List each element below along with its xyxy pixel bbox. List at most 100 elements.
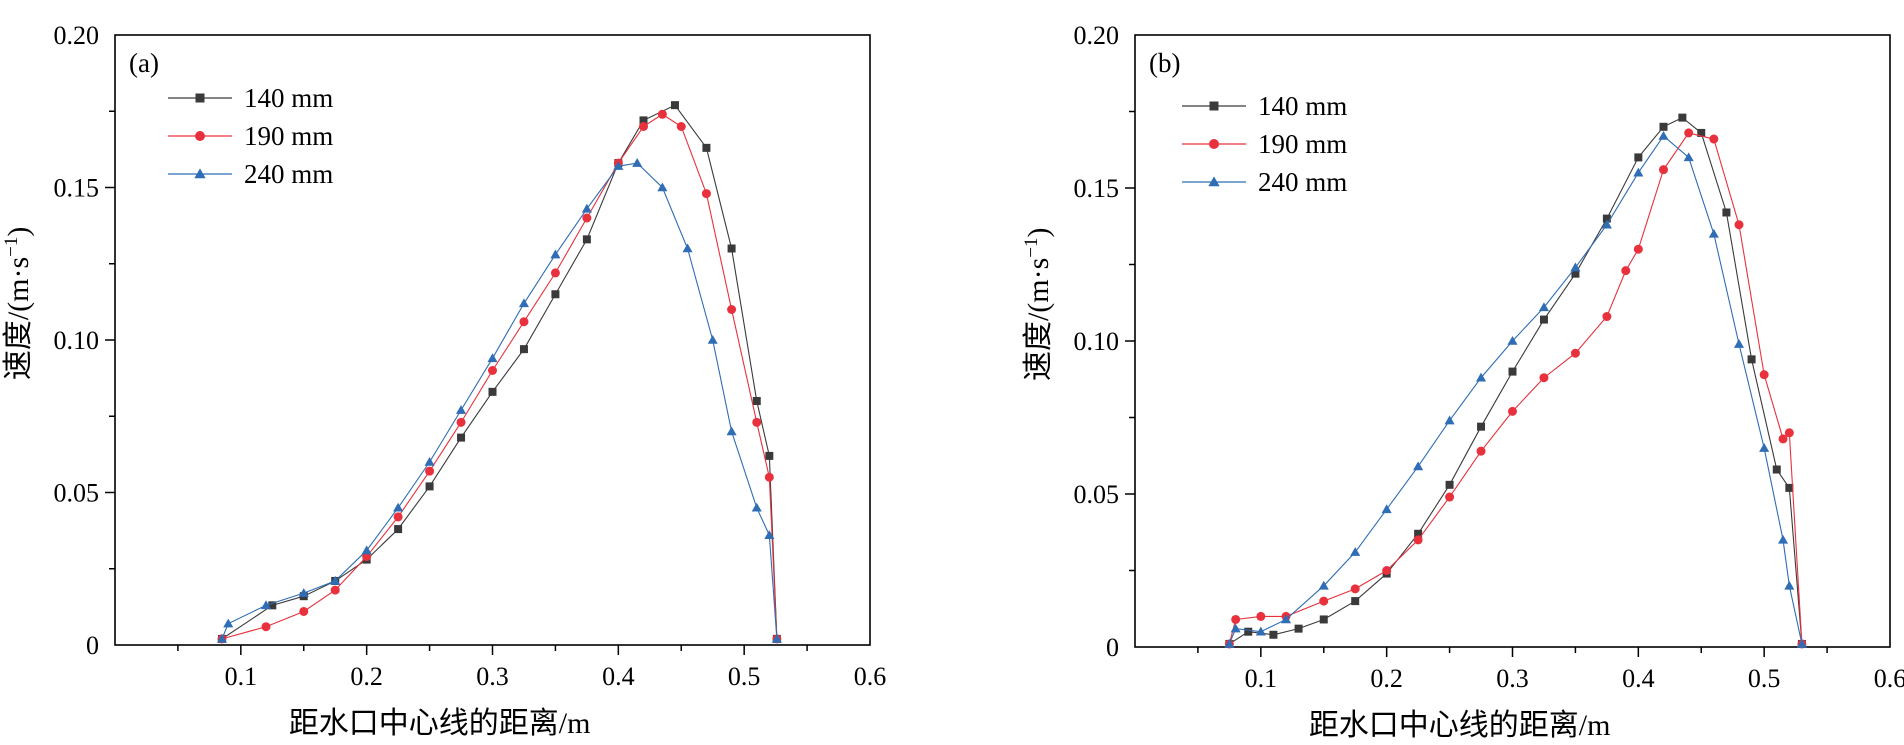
data-point [1413,535,1423,545]
series-190-mm [217,109,782,644]
panel-a: 0.1 0.2 0.3 0.4 0.5 0.6 0 0.05 0.10 0.15 0.20 距水口中心… [1,21,886,740]
data-point [1351,597,1360,606]
legend-marker [1208,176,1220,187]
data-point [1382,566,1392,575]
data-point [456,417,466,427]
data-point [726,426,737,436]
series-line [221,104,778,640]
data-point [223,618,234,628]
data-point [1709,134,1719,144]
y-tick-label: 0 [1106,633,1119,662]
y-tick-label: 0.15 [1074,174,1120,203]
panel-label: (b) [1149,48,1180,78]
data-point [1280,614,1292,624]
data-point [1476,446,1486,456]
data-point [1381,504,1392,514]
data-point [1759,443,1770,452]
data-point [1778,534,1789,544]
data-point [1772,465,1781,474]
data-point [701,189,711,199]
legend-marker [195,93,205,103]
data-point [670,101,679,110]
data-point [1350,547,1361,556]
x-tick-label: 0.1 [225,662,258,691]
legend-label: 140 mm [1258,91,1347,121]
data-point [765,451,774,460]
data-point [1571,269,1580,278]
data-point [1269,630,1278,639]
x-tick-label: 0.2 [350,662,383,691]
data-point [330,575,341,585]
data-point [299,606,309,616]
data-point [550,268,560,278]
data-point [1602,312,1612,322]
data-point [1230,623,1241,633]
data-point [1785,483,1794,492]
data-point [425,482,434,491]
data-point [456,405,467,414]
data-point [550,249,561,259]
data-point [657,182,668,192]
data-point [1244,627,1253,636]
series-line [221,113,778,640]
y-tick-label: 0.10 [1074,327,1120,356]
data-point [727,244,736,253]
x-tick-label: 0.4 [1622,664,1655,693]
series-240-mm [1224,130,1807,648]
x-tick-label: 0.5 [728,662,761,691]
x-tick-label: 0.6 [1874,664,1904,693]
y-tick-label: 0.05 [54,479,100,508]
x-tick-label: 0.3 [1496,664,1529,693]
data-point [1224,638,1235,648]
data-point [1784,580,1795,590]
data-point [424,456,435,466]
data-point [657,109,667,119]
data-point [1539,315,1548,324]
data-point [1508,406,1517,416]
data-point [1231,614,1241,624]
data-point [268,601,277,610]
data-point [518,298,529,308]
data-point [1508,367,1517,376]
data-point [1633,244,1643,254]
x-tick-label: 0.4 [602,662,635,691]
data-point [1684,128,1694,138]
data-point [330,585,340,595]
legend: 140 mm 190 mm 240 mm [1182,91,1347,197]
data-point [260,600,272,610]
legend-label: 240 mm [1258,167,1347,197]
data-point [1734,220,1744,230]
data-point [751,502,762,512]
data-point [1602,214,1611,223]
data-point [752,417,762,427]
x-tick-label: 0.1 [1245,664,1278,693]
x-tick-label: 0.3 [476,662,509,691]
plot-frame [114,34,871,646]
legend-label: 190 mm [1258,129,1347,159]
data-point [1634,153,1643,162]
data-point [1539,373,1549,383]
series-190-mm [1224,128,1807,649]
y-tick-label: 0.20 [1074,21,1120,50]
y-tick-label: 0.10 [54,326,100,355]
data-point [639,116,648,125]
series-240-mm [216,158,782,643]
data-point [707,334,718,344]
data-point [1759,370,1769,380]
legend-label: 140 mm [244,83,333,113]
data-point [1747,355,1756,364]
y-tick-label: 0 [86,631,99,660]
data-point [632,158,643,167]
data-point [393,502,404,512]
data-point [582,235,591,244]
data-point [1784,428,1794,438]
data-point [764,530,775,539]
data-point [752,397,761,405]
legend-marker [195,131,205,141]
series-line [221,162,778,640]
data-point [488,366,497,375]
data-point [1319,615,1328,624]
x-tick-label: 0.2 [1370,664,1403,693]
data-point [581,203,592,213]
data-point [1659,165,1668,175]
